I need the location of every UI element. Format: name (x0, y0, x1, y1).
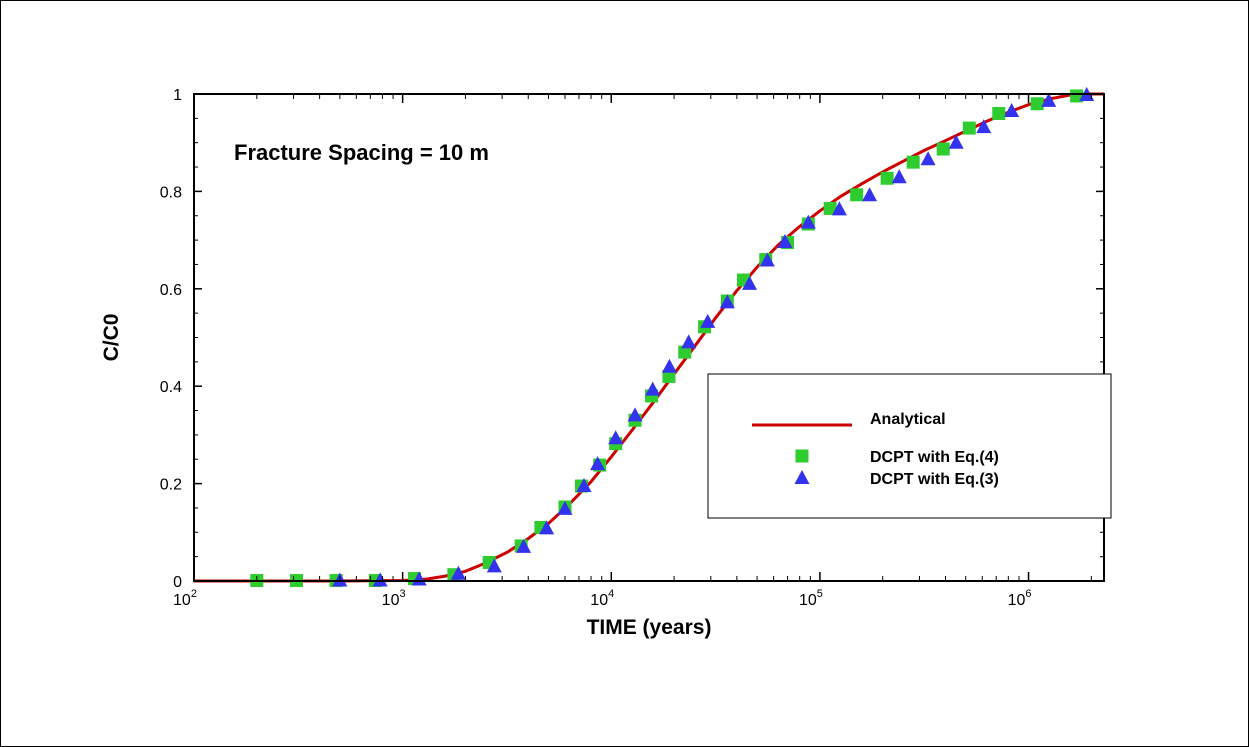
eq3-triangle-point (661, 358, 677, 373)
eq3-triangle-point (1004, 103, 1020, 118)
eq3-triangle-point (576, 478, 592, 493)
eq3-triangle-point (831, 201, 847, 216)
eq3-series-group (332, 86, 1095, 587)
x-tick-exponent: 5 (817, 588, 823, 600)
eq4-square-point (962, 121, 976, 135)
eq3-triangle-point (800, 214, 816, 229)
y-tick-label: 0 (173, 574, 182, 591)
x-axis-label: TIME (years) (587, 616, 712, 639)
x-tick-exponent: 3 (399, 588, 405, 600)
eq3-triangle-point (681, 334, 697, 349)
eq3-triangle-point (920, 151, 936, 166)
eq3-triangle-point (411, 571, 427, 586)
eq3-triangle-point (759, 252, 775, 267)
x-tick-base: 10 (382, 592, 400, 609)
eq3-triangle-point (557, 500, 573, 515)
x-tick-label: 105 (799, 588, 823, 609)
eq4-square-point (850, 188, 864, 202)
eq3-triangle-point (645, 381, 661, 396)
eq3-triangle-point (891, 169, 907, 184)
eq3-triangle-point (742, 275, 758, 290)
eq3-triangle-point (516, 538, 532, 553)
legend-label-eq4: DCPT with Eq.(4) (870, 449, 999, 466)
eq4-square-point (880, 171, 894, 185)
eq4-square-point (906, 155, 920, 169)
x-tick-base: 10 (1008, 592, 1026, 609)
x-tick-exponent: 6 (1025, 588, 1031, 600)
eq4-square-point (678, 345, 692, 359)
eq4-square-point (662, 369, 676, 383)
eq3-triangle-point (862, 187, 878, 202)
x-axis-ticks: 102 103 104 105 106 (173, 94, 1092, 609)
eq3-triangle-point (372, 572, 388, 587)
y-tick-label: 0.2 (160, 477, 182, 494)
y-tick-label: 0.6 (160, 282, 182, 299)
y-tick-label: 1 (173, 87, 182, 104)
fracture-spacing-annotation: Fracture Spacing = 10 m (234, 140, 489, 165)
eq3-triangle-point (486, 558, 502, 573)
eq4-square-point (1070, 89, 1084, 103)
legend: Analytical DCPT with Eq.(4) DCPT with Eq… (707, 373, 1112, 519)
eq3-triangle-point (719, 294, 735, 309)
y-tick-label: 0.8 (160, 184, 182, 201)
eq4-square-point (1030, 97, 1044, 111)
y-axis-label: C/C0 (100, 314, 123, 362)
eq3-triangle-point (627, 407, 643, 422)
y-tick-label: 0.4 (160, 379, 182, 396)
eq3-triangle-point (608, 430, 624, 445)
eq3-triangle-point (777, 234, 793, 249)
eq3-triangle-point (450, 565, 466, 580)
x-tick-label: 106 (1008, 588, 1032, 609)
legend-label-analytical: Analytical (870, 411, 946, 428)
x-tick-exponent: 4 (608, 588, 614, 600)
x-tick-base: 10 (590, 592, 608, 609)
eq3-triangle-point (539, 520, 555, 535)
eq3-triangle-point (590, 456, 606, 471)
eq3-triangle-point (976, 119, 992, 134)
x-tick-label: 102 (173, 588, 197, 609)
eq4-square-point (936, 142, 950, 156)
legend-square-swatch (795, 449, 809, 463)
x-tick-base: 10 (799, 592, 817, 609)
eq4-square-point (992, 106, 1006, 120)
eq4-square-point (823, 201, 837, 215)
eq3-triangle-point (948, 134, 964, 149)
legend-label-eq3: DCPT with Eq.(3) (870, 471, 999, 488)
eq3-triangle-point (700, 313, 716, 328)
x-tick-base: 10 (173, 592, 191, 609)
x-tick-exponent: 2 (191, 588, 197, 600)
y-axis-ticks: 0 0.2 0.4 0.6 0.8 1 (160, 87, 1104, 591)
legend-triangle-swatch (794, 470, 810, 484)
x-tick-label: 104 (590, 588, 614, 609)
legend-box (707, 373, 1112, 519)
eq3-triangle-point (1041, 92, 1057, 107)
x-tick-label: 103 (382, 588, 406, 609)
